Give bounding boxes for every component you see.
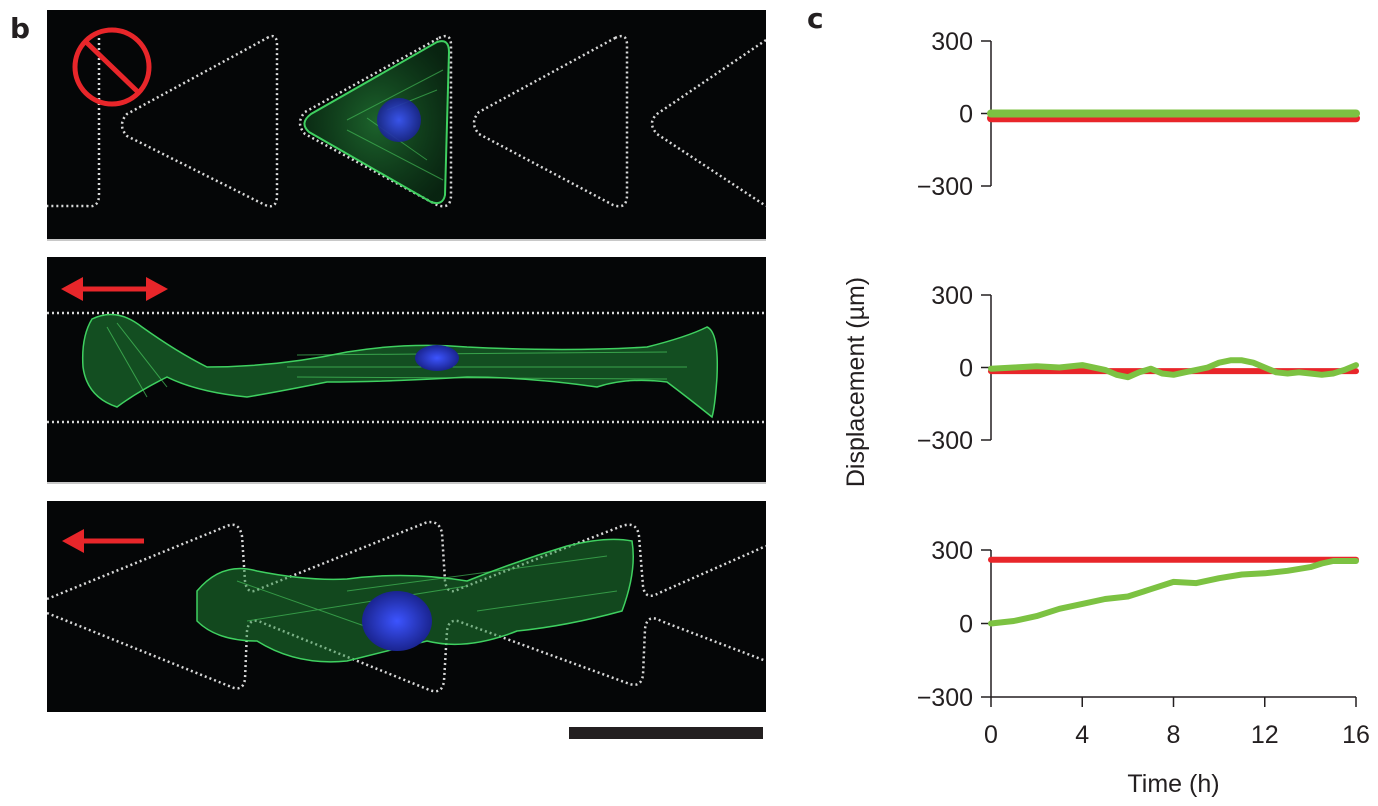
panel-label-c: c <box>807 2 824 35</box>
y-tick-label: 0 <box>959 355 973 383</box>
micrograph-ratchet-pattern <box>47 501 766 712</box>
y-tick-label: −300 <box>917 173 973 201</box>
y-tick-label: 0 <box>959 101 973 129</box>
y-tick-label: 300 <box>931 282 973 310</box>
micrograph-line-pattern <box>47 257 766 482</box>
prohibited-icon <box>72 27 152 107</box>
chart-1: 300 0 −300 <box>917 28 1360 201</box>
y-tick-label: −300 <box>917 684 973 712</box>
x-tick-label: 12 <box>1251 721 1279 749</box>
divider <box>47 482 766 484</box>
series-line-green <box>988 357 1359 381</box>
left-arrow-icon <box>62 529 144 553</box>
scale-bar <box>569 727 763 739</box>
chart-3: 300 0 −300 0 4 8 12 16 Time (h) <box>917 537 1370 798</box>
double-arrow-icon <box>61 277 168 301</box>
panel-label-b: b <box>10 12 31 45</box>
y-tick-label: 300 <box>931 28 973 56</box>
x-axis-label: Time (h) <box>1127 770 1219 798</box>
divider <box>47 239 766 241</box>
y-tick-label: −300 <box>917 427 973 455</box>
x-tick-label: 16 <box>1342 721 1370 749</box>
series-line-green <box>988 558 1359 627</box>
x-tick-label: 8 <box>1167 721 1181 749</box>
x-tick-label: 0 <box>984 721 998 749</box>
x-tick-label: 4 <box>1075 721 1089 749</box>
micrograph-triangle-pattern <box>47 10 766 239</box>
y-tick-label: 0 <box>959 611 973 639</box>
y-tick-label: 300 <box>931 537 973 565</box>
chart-2: 300 0 −300 <box>917 282 1359 455</box>
y-axis-label: Displacement (µm) <box>842 277 870 487</box>
